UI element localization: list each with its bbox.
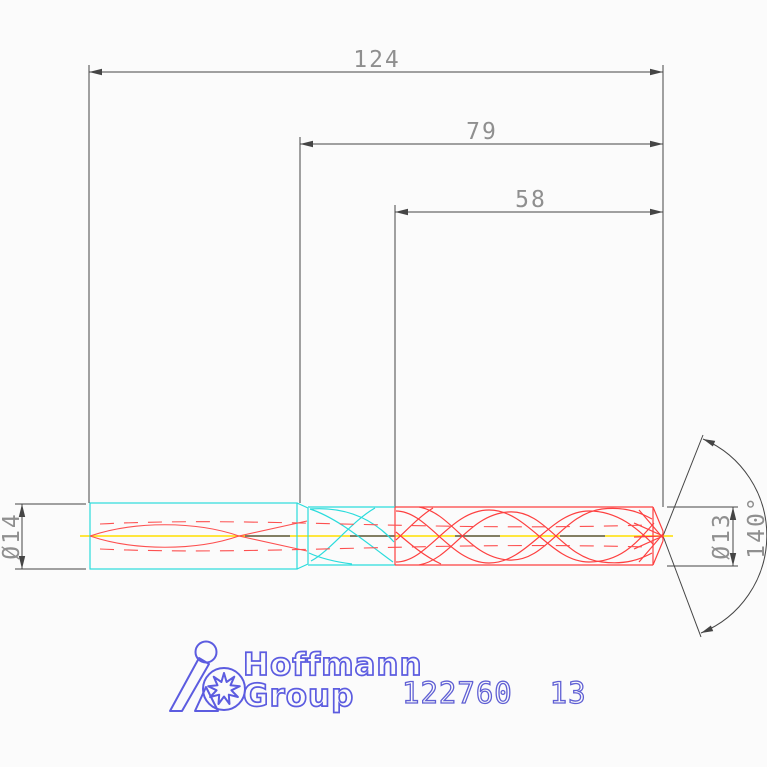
dimension-arrowheads [18,68,737,633]
logo-gear-circle [202,667,246,711]
logo-body-shape [169,657,210,712]
coolant-channels [89,520,649,552]
dimension-nominal-diameter: Ø13 [709,512,735,560]
starburst-icon [207,672,241,705]
drill-shank-outline [89,502,395,570]
coolant-cross-upper [238,520,308,537]
flute-helix [395,509,655,563]
coolant-dashed-lower [99,545,649,552]
logo-leg-triangle [194,686,219,712]
flute-helix [395,510,655,564]
logo-text-group: Group [242,678,355,714]
dimension-point-angle: 140° [744,495,767,559]
point-angle-line-upper [662,434,704,537]
hoffmann-logo-icon [169,640,246,712]
article-number: 122760 13 [401,676,587,710]
shank-flute-helix [310,507,376,562]
logo-text-hoffmann: Hoffmann [242,647,423,683]
flute-helix [418,506,653,561]
shank-flute-helix [309,508,394,563]
dimension-flute-length: 58 [515,187,547,213]
flute-helix [395,507,434,541]
coolant-cross-lower [238,535,308,552]
coolant-dashed-upper [99,521,649,528]
flute-helix [395,531,442,565]
shank-flute-helix [308,552,353,565]
drill-flute-outline [394,506,664,566]
coolant-lens-upper [89,524,240,537]
dimension-lines [15,65,767,638]
point-angle-line-lower [662,535,702,638]
dimension-overall-length: 124 [353,47,401,73]
dimension-usable-length: 79 [466,119,498,145]
dimension-shank-diameter: Ø14 [0,512,25,560]
flute-helix [418,511,653,566]
coolant-lens-lower [89,535,240,548]
